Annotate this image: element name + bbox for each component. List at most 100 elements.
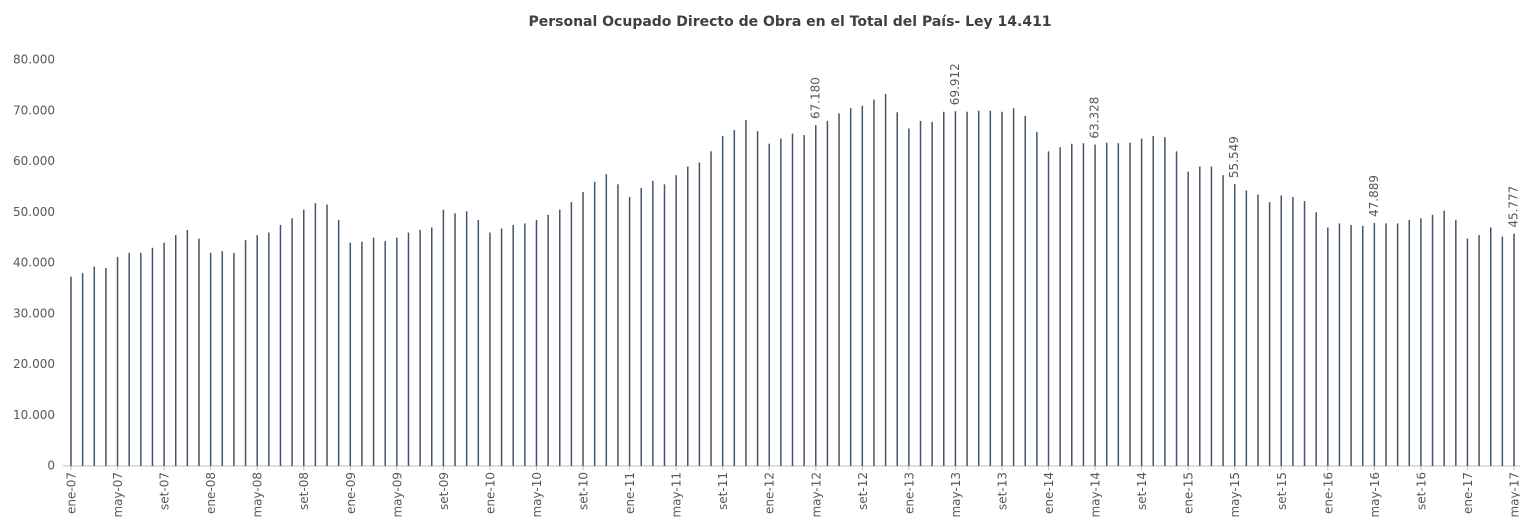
y-tick-label: 40.000 <box>13 256 55 270</box>
bar <box>1129 142 1131 466</box>
x-tick-label: may-09 <box>390 472 404 518</box>
bar <box>721 136 724 466</box>
x-tick-label: ene-08 <box>204 472 218 514</box>
bar <box>675 175 677 466</box>
bar <box>582 191 584 466</box>
data-label: 63.328 <box>1088 97 1102 139</box>
bar <box>268 232 270 466</box>
bar <box>861 105 864 467</box>
x-tick-label: set-11 <box>716 472 730 510</box>
bar <box>628 197 631 466</box>
x-tick-label: ene-14 <box>1042 472 1056 514</box>
bar <box>593 181 596 467</box>
bar <box>559 209 561 466</box>
bar <box>570 202 573 466</box>
bar <box>1047 151 1050 466</box>
bar <box>1350 224 1352 466</box>
x-tick-label: set-12 <box>856 472 870 510</box>
bar <box>1268 202 1271 466</box>
bar <box>1408 219 1411 466</box>
bar <box>442 209 445 466</box>
y-tick-label: 20.000 <box>13 357 55 371</box>
bar <box>1478 235 1480 466</box>
y-tick-label: 10.000 <box>13 408 55 422</box>
bar <box>140 252 142 466</box>
bar <box>1513 233 1515 466</box>
bar <box>535 219 538 466</box>
bar <box>116 256 119 466</box>
x-tick-label: ene-11 <box>623 472 637 514</box>
bar <box>1187 171 1189 466</box>
x-tick-label: ene-07 <box>65 472 79 514</box>
bar <box>1396 223 1399 466</box>
x-tick-label: set-13 <box>995 472 1009 510</box>
y-tick-label: 50.000 <box>13 205 55 219</box>
bar <box>524 223 526 466</box>
x-tick-label: may-15 <box>1228 472 1242 518</box>
bar <box>989 110 992 466</box>
bar <box>815 125 817 467</box>
bar <box>186 230 189 466</box>
bar <box>1338 223 1341 466</box>
x-tick-label: may-17 <box>1508 472 1520 518</box>
bar <box>1001 111 1003 466</box>
x-tick-label: may-08 <box>251 472 265 518</box>
bar <box>1489 227 1492 466</box>
bar <box>1024 115 1026 466</box>
bar <box>1140 138 1143 466</box>
data-label: 47.889 <box>1367 175 1381 217</box>
bar <box>407 232 410 466</box>
bar <box>244 240 247 466</box>
bar <box>1373 222 1376 466</box>
bar <box>489 232 491 466</box>
bar <box>931 121 933 466</box>
bar <box>1455 219 1457 466</box>
y-tick-label: 70.000 <box>13 103 55 117</box>
bar <box>1420 218 1422 466</box>
bar <box>337 219 340 466</box>
bar <box>1164 137 1166 466</box>
bar <box>698 162 701 466</box>
bar <box>1327 227 1329 466</box>
bar <box>1233 184 1236 467</box>
bar <box>1501 236 1504 466</box>
bar <box>1222 175 1224 466</box>
bar <box>1059 147 1061 467</box>
bar <box>1466 238 1469 466</box>
bar <box>326 204 328 466</box>
x-tick-label: may-11 <box>670 472 684 518</box>
bar <box>663 184 666 466</box>
bar <box>873 99 875 467</box>
x-tick-label: ene-17 <box>1461 472 1475 514</box>
bar <box>605 174 608 466</box>
y-tick-label: 30.000 <box>13 306 55 320</box>
x-tick-label: may-12 <box>809 472 823 518</box>
bar <box>640 187 642 466</box>
x-tick-label: set-09 <box>437 472 451 510</box>
bar <box>908 128 910 466</box>
bar <box>547 214 549 466</box>
bar <box>431 227 433 466</box>
data-label: 55.549 <box>1227 136 1241 178</box>
bar <box>465 211 468 466</box>
bar <box>314 203 317 467</box>
bar <box>81 273 84 466</box>
bar <box>745 119 747 466</box>
bar <box>128 252 130 466</box>
bar <box>1245 190 1248 467</box>
bar <box>454 213 456 466</box>
bar <box>1175 151 1178 466</box>
y-tick-label: 0 <box>47 459 55 473</box>
data-label: 45.777 <box>1507 186 1520 228</box>
bar <box>1012 108 1015 467</box>
bar <box>256 235 258 466</box>
bar <box>93 266 96 466</box>
bar <box>512 224 514 466</box>
chart-title: Personal Ocupado Directo de Obra en el T… <box>528 14 1051 30</box>
x-tick-label: ene-09 <box>344 472 358 514</box>
bar <box>1292 197 1294 466</box>
bar <box>803 135 805 467</box>
x-tick-label: set-15 <box>1275 472 1289 510</box>
bar <box>896 112 898 467</box>
bar <box>652 180 654 466</box>
